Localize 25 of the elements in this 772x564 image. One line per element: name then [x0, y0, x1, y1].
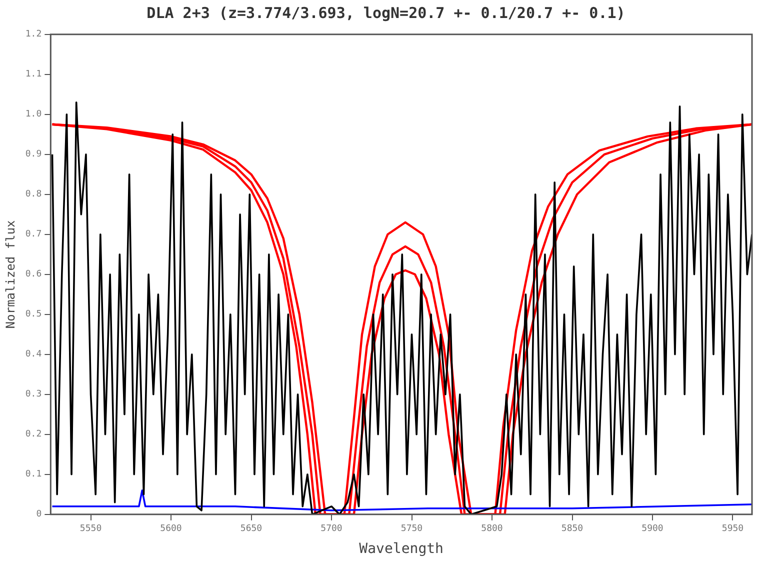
x-axis-title: Wavelength [359, 541, 444, 558]
y-tick-label: 0.9 [25, 150, 42, 160]
y-tick-label: 1.1 [25, 70, 42, 80]
y-tick-label: 1.2 [25, 30, 42, 40]
x-tick-label: 5800 [481, 524, 503, 534]
x-tick-label: 5600 [160, 524, 182, 534]
y-tick-label: 0.5 [25, 310, 42, 320]
y-tick-label: 0.2 [25, 430, 42, 440]
x-tick-label: 5850 [561, 524, 584, 534]
y-tick-label: 0.8 [25, 190, 42, 200]
y-tick-label: 0 [36, 510, 42, 520]
x-tick-label: 5900 [642, 524, 664, 534]
x-tick-label: 5650 [240, 524, 262, 534]
y-tick-label: 0.1 [25, 470, 42, 480]
y-tick-label: 0.6 [25, 270, 42, 280]
chart-title: DLA 2+3 (z=3.774/3.693, logN=20.7 +- 0.1/20.7 +- 0.1) [146, 4, 626, 22]
y-tick-label: 0.3 [25, 390, 42, 400]
y-tick-label: 0.4 [25, 350, 42, 360]
x-tick-label: 5700 [320, 524, 342, 534]
y-tick-label: 0.7 [25, 230, 42, 240]
x-tick-label: 5750 [400, 524, 423, 534]
x-tick-label: 5550 [80, 524, 102, 534]
y-tick-label: 1.0 [25, 110, 42, 120]
x-tick-label: 5950 [722, 524, 744, 534]
y-axis-title: Normalized flux [3, 220, 18, 329]
